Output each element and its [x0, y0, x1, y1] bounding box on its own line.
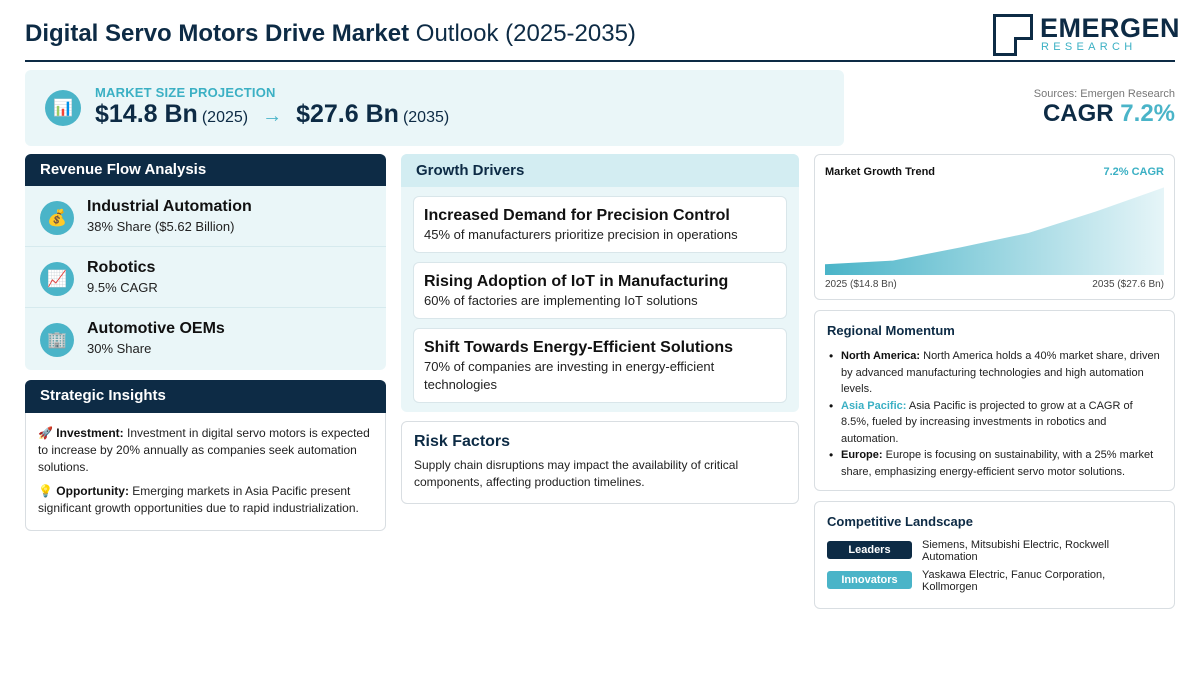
revenue-item: 🏢 Automotive OEMs 30% Share [25, 308, 386, 369]
market-size-banner: 📊 MARKET SIZE PROJECTION $14.8 Bn (2025) →… [25, 70, 844, 146]
region-item-north-america: North America: North America holds a 40%… [829, 348, 1162, 398]
logo-name: EMERGEN [1040, 13, 1181, 43]
risk-factors-card: Risk Factors Supply chain disruptions ma… [401, 421, 799, 504]
risk-factors-text: Supply chain disruptions may impact the … [414, 458, 739, 489]
trend-area [825, 187, 1164, 275]
cagr-value: CAGR 7.2% [1042, 100, 1175, 127]
revenue-item-title: Industrial Automation [87, 198, 252, 215]
money-bag-icon: 💰 [40, 201, 74, 235]
insight-opportunity: 💡 Opportunity: Emerging markets in Asia … [38, 484, 359, 515]
end-year: (2035) [402, 109, 450, 126]
competitor-row-innovators: Innovators Yaskawa Electric, Fanuc Corpo… [827, 569, 1162, 599]
revenue-item-title: Automotive OEMs [87, 320, 225, 337]
competitive-landscape-title: Competitive Landscape [827, 514, 973, 529]
rocket-icon: 🚀 [38, 426, 53, 440]
arrow-right-icon: → [262, 105, 283, 127]
chart-start-label: 2025 ($14.8 Bn) [825, 279, 897, 290]
trend-area-chart [825, 187, 1164, 275]
market-size-values: $14.8 Bn (2025) → $27.6 Bn (2035) [95, 100, 449, 129]
growth-drivers-title: Growth Drivers [401, 154, 799, 187]
driver-title: Shift Towards Energy-Efficient Solutions [424, 339, 734, 356]
lightbulb-icon: 💡 [38, 484, 53, 498]
revenue-item-title: Robotics [87, 259, 156, 276]
chart-title: Market Growth Trend [825, 166, 936, 178]
region-item-europe: Europe: Europe is focusing on sustainabi… [829, 447, 1162, 480]
revenue-item-sub: 9.5% CAGR [87, 280, 158, 295]
driver-sub: 70% of companies are investing in energy… [424, 359, 715, 392]
driver-sub: 60% of factories are implementing IoT so… [424, 293, 698, 308]
chart-up-icon: 📈 [40, 262, 74, 296]
growth-drivers-card: Growth Drivers Increased Demand for Prec… [401, 154, 799, 412]
revenue-item: 💰 Industrial Automation 38% Share ($5.62… [25, 186, 386, 247]
sources-note: Sources: Emergen Research [1033, 88, 1175, 100]
chart-subtitle: 7.2% CAGR [1103, 166, 1164, 178]
driver-sub: 45% of manufacturers prioritize precisio… [424, 227, 738, 242]
risk-factors-title: Risk Factors [414, 433, 511, 450]
chart-end-label: 2035 ($27.6 Bn) [1092, 279, 1164, 290]
revenue-item: 📈 Robotics 9.5% CAGR [25, 247, 386, 308]
driver-item: Increased Demand for Precision Control 4… [413, 196, 787, 253]
building-icon: 🏢 [40, 323, 74, 357]
revenue-flow-card: Revenue Flow Analysis 💰 Industrial Autom… [25, 154, 386, 370]
regional-list: North America: North America holds a 40%… [827, 348, 1162, 480]
strategic-insights-title: Strategic Insights [25, 380, 386, 413]
leaders-badge: Leaders [827, 541, 912, 559]
emergen-logo: EMERGEN RESEARCH [993, 14, 1180, 56]
driver-title: Rising Adoption of IoT in Manufacturing [424, 273, 729, 290]
innovators-badge: Innovators [827, 571, 912, 589]
start-year: (2025) [201, 109, 249, 126]
market-size-label: MARKET SIZE PROJECTION [95, 85, 276, 100]
page-header: Digital Servo Motors Drive Market Outloo… [25, 0, 1180, 62]
start-value: $14.8 Bn [95, 100, 198, 128]
bar-chart-icon: 📊 [45, 90, 81, 126]
end-value: $27.6 Bn [296, 100, 399, 128]
page-title: Digital Servo Motors Drive Market Outloo… [25, 20, 636, 47]
innovators-list: Yaskawa Electric, Fanuc Corporation, Kol… [922, 569, 1106, 593]
driver-title: Increased Demand for Precision Control [424, 207, 730, 224]
logo-mark-icon [993, 14, 1033, 56]
driver-item: Rising Adoption of IoT in Manufacturing … [413, 262, 787, 319]
revenue-item-sub: 30% Share [87, 341, 152, 356]
logo-sub: RESEARCH [1041, 41, 1137, 53]
region-item-asia-pacific: Asia Pacific: Asia Pacific is projected … [829, 398, 1162, 448]
competitor-row-leaders: Leaders Siemens, Mitsubishi Electric, Ro… [827, 539, 1162, 569]
insight-investment: 🚀 Investment: Investment in digital serv… [38, 426, 370, 474]
driver-item: Shift Towards Energy-Efficient Solutions… [413, 328, 787, 403]
regional-momentum-card: Regional Momentum North America: North A… [814, 310, 1175, 491]
strategic-insights-card: Strategic Insights 🚀 Investment: Investm… [25, 380, 386, 531]
leaders-list: Siemens, Mitsubishi Electric, Rockwell A… [922, 539, 1110, 563]
competitive-landscape-card: Competitive Landscape Leaders Siemens, M… [814, 501, 1175, 609]
regional-momentum-title: Regional Momentum [827, 323, 955, 338]
market-growth-trend-card: Market Growth Trend 7.2% CAGR 2025 ($14.… [814, 154, 1175, 300]
revenue-item-sub: 38% Share ($5.62 Billion) [87, 219, 235, 234]
revenue-flow-title: Revenue Flow Analysis [25, 154, 386, 186]
